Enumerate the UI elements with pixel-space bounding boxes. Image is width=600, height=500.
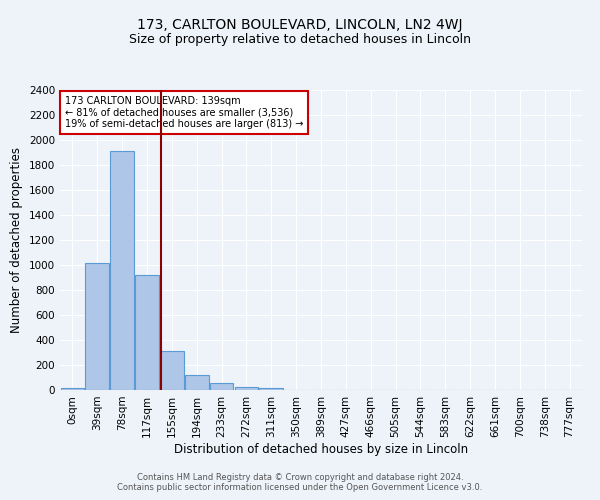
Text: 173 CARLTON BOULEVARD: 139sqm
← 81% of detached houses are smaller (3,536)
19% o: 173 CARLTON BOULEVARD: 139sqm ← 81% of d… — [65, 96, 304, 129]
Bar — [135, 275, 159, 390]
Text: 173, CARLTON BOULEVARD, LINCOLN, LN2 4WJ: 173, CARLTON BOULEVARD, LINCOLN, LN2 4WJ — [137, 18, 463, 32]
Bar — [259, 388, 283, 390]
Y-axis label: Number of detached properties: Number of detached properties — [10, 147, 23, 333]
Bar — [61, 388, 84, 390]
Bar — [235, 386, 258, 390]
Bar — [185, 375, 209, 390]
Bar — [85, 262, 109, 390]
Bar — [110, 151, 134, 390]
Text: Contains HM Land Registry data © Crown copyright and database right 2024.
Contai: Contains HM Land Registry data © Crown c… — [118, 473, 482, 492]
Text: Size of property relative to detached houses in Lincoln: Size of property relative to detached ho… — [129, 32, 471, 46]
X-axis label: Distribution of detached houses by size in Lincoln: Distribution of detached houses by size … — [174, 442, 468, 456]
Bar — [160, 350, 184, 390]
Bar — [210, 383, 233, 390]
